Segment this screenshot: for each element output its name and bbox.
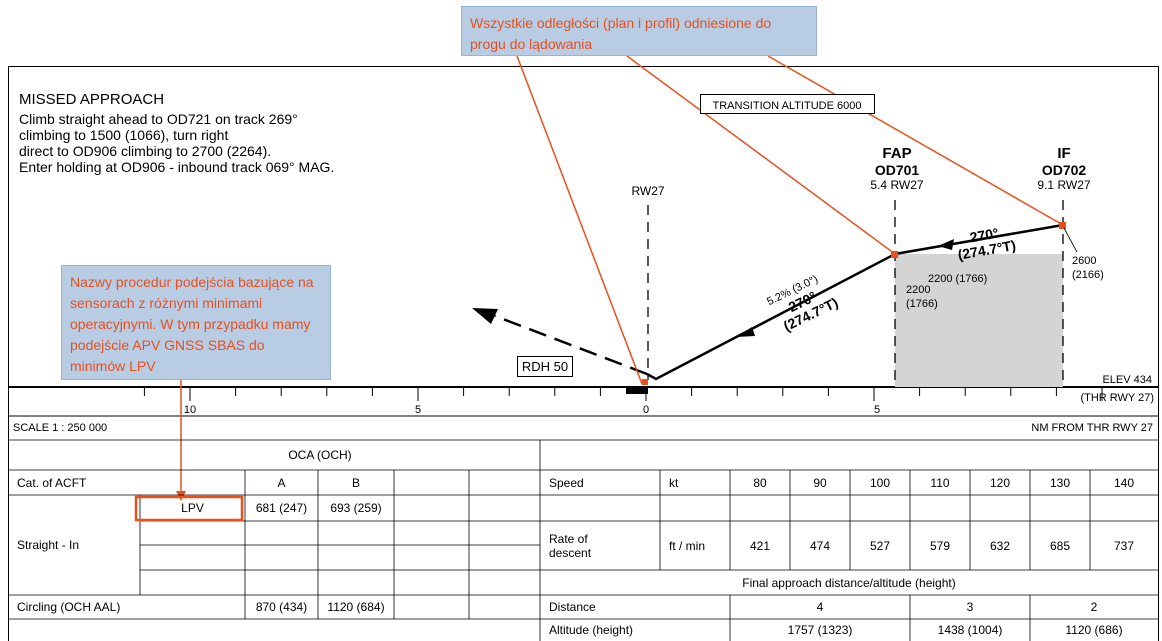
callout-top: Wszystkie odległości (plan i profil) odn… xyxy=(461,6,817,56)
distance-3: 3 xyxy=(966,600,974,614)
runway-bar xyxy=(626,388,648,394)
speed-value: 100 xyxy=(869,475,891,490)
missed-approach-title: MISSED APPROACH xyxy=(19,91,164,108)
fap-altitude: 2200 xyxy=(906,284,930,296)
rod-value: 421 xyxy=(749,538,771,553)
axis-label: 10 xyxy=(184,404,196,416)
altitude-4: 1757 (1323) xyxy=(787,623,853,637)
rod-value: 579 xyxy=(929,538,951,553)
callout-left: Nazwy procedur podejścia bazujące na sen… xyxy=(61,265,331,380)
if-marker xyxy=(1059,222,1066,229)
threshold-label: (THR RWY 27) xyxy=(1080,392,1154,404)
final-approach-header: Final approach distance/altitude (height… xyxy=(742,575,956,590)
fap-name: OD701 xyxy=(875,162,920,178)
lpv-highlight xyxy=(134,495,244,522)
distance-label: Distance xyxy=(549,600,596,614)
rw-marker xyxy=(642,379,648,385)
intermediate-track-mag: 270° xyxy=(968,225,999,246)
speed-value: 90 xyxy=(813,475,827,490)
callout-leader-rw xyxy=(516,55,643,385)
speed-value: 110 xyxy=(930,475,950,490)
missed-approach-line: Climb straight ahead to OD721 on track 2… xyxy=(19,111,298,127)
missed-approach-line: direct to OD906 climbing to 2700 (2264). xyxy=(19,143,271,159)
axis-label: 5 xyxy=(415,404,421,416)
final-arrow xyxy=(736,327,755,337)
distance-4: 4 xyxy=(816,600,824,614)
altitude-3: 1438 (1004) xyxy=(937,623,1003,637)
missed-approach-line: Enter holding at OD906 - inbound track 0… xyxy=(19,159,334,175)
final-track: 5.2% (3.0°) 270° (274.7°T) xyxy=(765,273,840,334)
intermediate-arrow xyxy=(938,239,954,250)
missed-approach-path xyxy=(494,314,648,376)
if-height: (2166) xyxy=(1072,269,1104,281)
distance-2: 2 xyxy=(1090,600,1098,614)
circling-label: Circling (OCH AAL) xyxy=(17,600,121,614)
speed-value: 120 xyxy=(989,475,1011,490)
speed-value: 130 xyxy=(1049,475,1071,490)
if-altitude: 2600 xyxy=(1072,255,1096,267)
transition-altitude: TRANSITION ALTITUDE 6000 xyxy=(713,100,862,112)
altitude-2: 1120 (686) xyxy=(1065,623,1123,637)
axis-ticks xyxy=(143,387,1103,401)
straight-in-label: Straight - In xyxy=(17,538,80,552)
circling-value-a: 870 (434) xyxy=(255,600,308,614)
segment-altitude: 2200 (1766) xyxy=(928,273,987,285)
missed-approach-arrow xyxy=(472,308,498,324)
transition-altitude-box xyxy=(700,94,875,114)
fap-marker xyxy=(891,251,898,258)
rod-label: Rate of descent xyxy=(549,531,592,560)
speed-value: 80 xyxy=(753,475,767,490)
scale-label: SCALE 1 : 250 000 xyxy=(13,422,107,434)
tables-grid xyxy=(8,439,1158,641)
callout-leader-if xyxy=(767,55,1064,226)
fap-label: FAP xyxy=(882,145,911,162)
rod-value: 474 xyxy=(809,538,831,553)
missed-approach-line: climbing to 1500 (1066), turn right xyxy=(19,127,228,143)
axis-label: 0 xyxy=(643,404,649,416)
rod-value: 737 xyxy=(1113,538,1135,553)
chart-frame xyxy=(8,66,1159,641)
runway-label: RW27 xyxy=(631,184,664,198)
rod-unit: ft / min xyxy=(669,538,706,553)
lpv-label: LPV xyxy=(181,501,204,515)
rdh-label: RDH 50 xyxy=(522,359,568,374)
intermediate-segment-area xyxy=(895,254,1063,387)
elevation: ELEV 434 xyxy=(1102,374,1152,386)
speed-label: Speed xyxy=(549,475,584,490)
speed-unit: kt xyxy=(669,475,679,490)
rdh-box xyxy=(517,356,573,377)
approach-path xyxy=(646,223,1064,381)
axis-label: 5 xyxy=(874,404,880,416)
col-b: B xyxy=(351,475,360,490)
altitude-label: Altitude (height) xyxy=(549,623,634,637)
rod-value: 632 xyxy=(989,538,1011,553)
fap-height: (1766) xyxy=(906,298,938,310)
col-a: A xyxy=(277,475,286,490)
rod-value: 685 xyxy=(1049,538,1071,553)
if-distance: 9.1 RW27 xyxy=(1037,178,1090,192)
lpv-value-a: 681 (247) xyxy=(255,501,308,515)
oca-header: OCA (OCH) xyxy=(288,448,352,462)
rod-value: 527 xyxy=(869,538,891,553)
if-leader xyxy=(1063,227,1078,253)
cat-label: Cat. of ACFT xyxy=(17,475,87,490)
speed-value: 140 xyxy=(1113,475,1135,490)
if-name: OD702 xyxy=(1042,162,1087,178)
nm-label: NM FROM THR RWY 27 xyxy=(1031,422,1153,434)
circling-value-b: 1120 (684) xyxy=(327,600,385,614)
if-label: IF xyxy=(1057,145,1070,162)
callout-leader-fap xyxy=(626,55,896,255)
lpv-value-b: 693 (259) xyxy=(330,501,382,515)
fap-distance: 5.4 RW27 xyxy=(870,178,923,192)
